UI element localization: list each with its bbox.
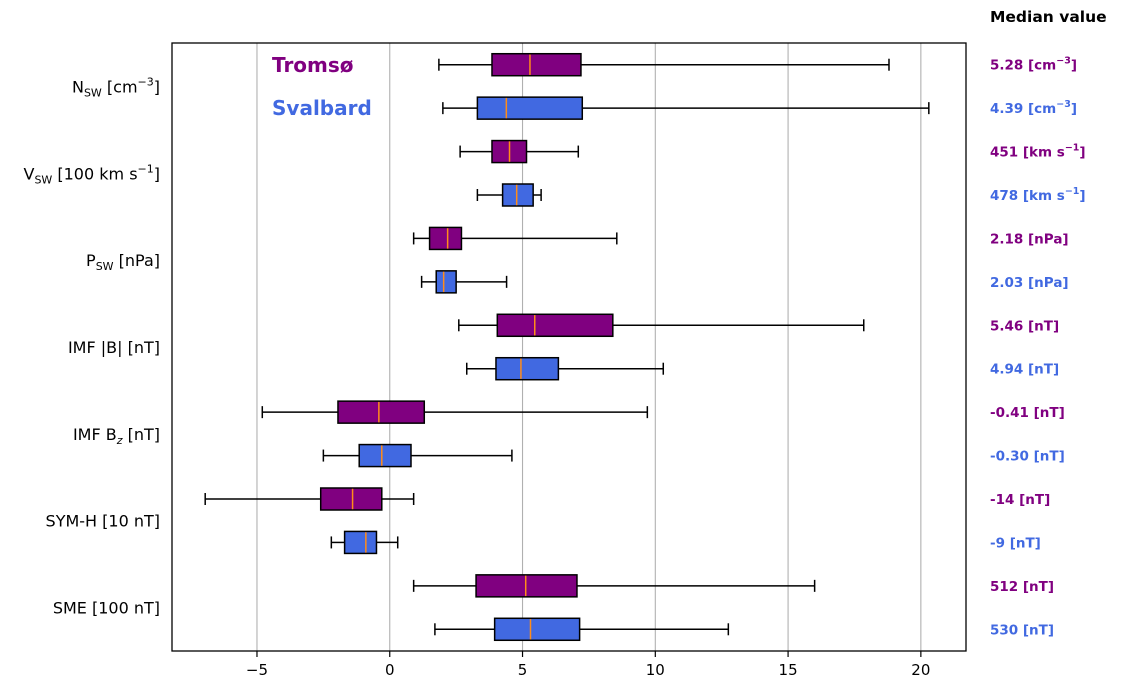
x-tick-label: 15 bbox=[779, 661, 798, 679]
box-iqr bbox=[343, 530, 378, 555]
category-label: VSW [100 km s−1] bbox=[23, 162, 160, 186]
x-tick-label: 0 bbox=[385, 661, 395, 679]
legend-entry-tromso: Tromsø bbox=[272, 53, 354, 77]
box-iqr bbox=[476, 96, 584, 120]
box-svalbard bbox=[330, 530, 399, 555]
box-iqr bbox=[475, 574, 578, 598]
median-value-label: 2.03 [nPa] bbox=[990, 275, 1069, 291]
box-iqr bbox=[496, 313, 614, 338]
category-label: PSW [nPa] bbox=[86, 251, 160, 273]
median-value-label: 451 [km s−1] bbox=[990, 143, 1086, 161]
x-tick-label: 20 bbox=[911, 661, 930, 679]
box-svalbard bbox=[434, 617, 730, 642]
box-iqr bbox=[319, 487, 383, 511]
median-value-header: Median value bbox=[990, 8, 1107, 26]
median-value-label: 5.46 [nT] bbox=[990, 318, 1059, 334]
x-tick-label: 10 bbox=[646, 661, 665, 679]
median-value-label: 512 [nT] bbox=[990, 579, 1054, 595]
box-svalbard bbox=[476, 183, 542, 207]
grid-lines bbox=[256, 43, 922, 651]
box-iqr bbox=[358, 443, 412, 468]
category-label: IMF Bz [nT] bbox=[73, 425, 160, 447]
plot-frame bbox=[171, 42, 967, 652]
x-tick-label: 5 bbox=[518, 661, 528, 679]
box-iqr bbox=[491, 52, 582, 77]
median-value-label: 4.94 [nT] bbox=[990, 362, 1059, 378]
box-tromso bbox=[204, 487, 415, 511]
category-label: SYM-H [10 nT] bbox=[46, 512, 160, 531]
median-value-label: 5.28 [cm−3] bbox=[990, 56, 1077, 74]
category-label: IMF |B| [nT] bbox=[68, 338, 160, 357]
median-value-label: 478 [km s−1] bbox=[990, 186, 1086, 204]
median-value-label: -0.30 [nT] bbox=[990, 449, 1065, 465]
median-value-label: 4.39 [cm−3] bbox=[990, 99, 1077, 117]
category-label: SME [100 nT] bbox=[53, 599, 160, 618]
box-tromso bbox=[412, 574, 816, 598]
box-tromso bbox=[412, 226, 618, 251]
box-iqr bbox=[495, 356, 560, 381]
box-svalbard bbox=[442, 96, 930, 120]
x-axis: −5 0 5 10 15 20 bbox=[246, 651, 930, 679]
box-tromso bbox=[261, 400, 649, 424]
median-value-label: 2.18 [nPa] bbox=[990, 231, 1069, 247]
box-svalbard bbox=[466, 356, 665, 381]
box-iqr bbox=[337, 400, 426, 424]
category-label: NSW [cm−3] bbox=[72, 75, 160, 99]
median-value-label: -9 [nT] bbox=[990, 535, 1041, 551]
median-value-column: Median value 5.28 [cm−3] 4.39 [cm−3] 451 [… bbox=[990, 8, 1107, 638]
median-value-label: -0.41 [nT] bbox=[990, 405, 1065, 421]
box-plots bbox=[204, 52, 930, 642]
box-iqr bbox=[493, 617, 581, 642]
y-axis-labels: NSW [cm−3] VSW [100 km s−1] PSW [nPa] IMF |… bbox=[23, 75, 160, 617]
x-tick-label: −5 bbox=[246, 661, 268, 679]
box-tromso bbox=[458, 313, 865, 338]
box-iqr bbox=[501, 183, 534, 207]
median-value-label: -14 [nT] bbox=[990, 492, 1050, 508]
box-svalbard bbox=[420, 270, 508, 294]
box-iqr bbox=[428, 226, 463, 251]
box-tromso bbox=[459, 139, 580, 164]
box-svalbard bbox=[322, 443, 513, 468]
box-iqr bbox=[435, 270, 457, 294]
legend-entry-svalbard: Svalbard bbox=[272, 96, 372, 120]
legend: Tromsø Svalbard bbox=[272, 53, 372, 120]
median-value-label: 530 [nT] bbox=[990, 622, 1054, 638]
box-tromso bbox=[438, 52, 890, 77]
